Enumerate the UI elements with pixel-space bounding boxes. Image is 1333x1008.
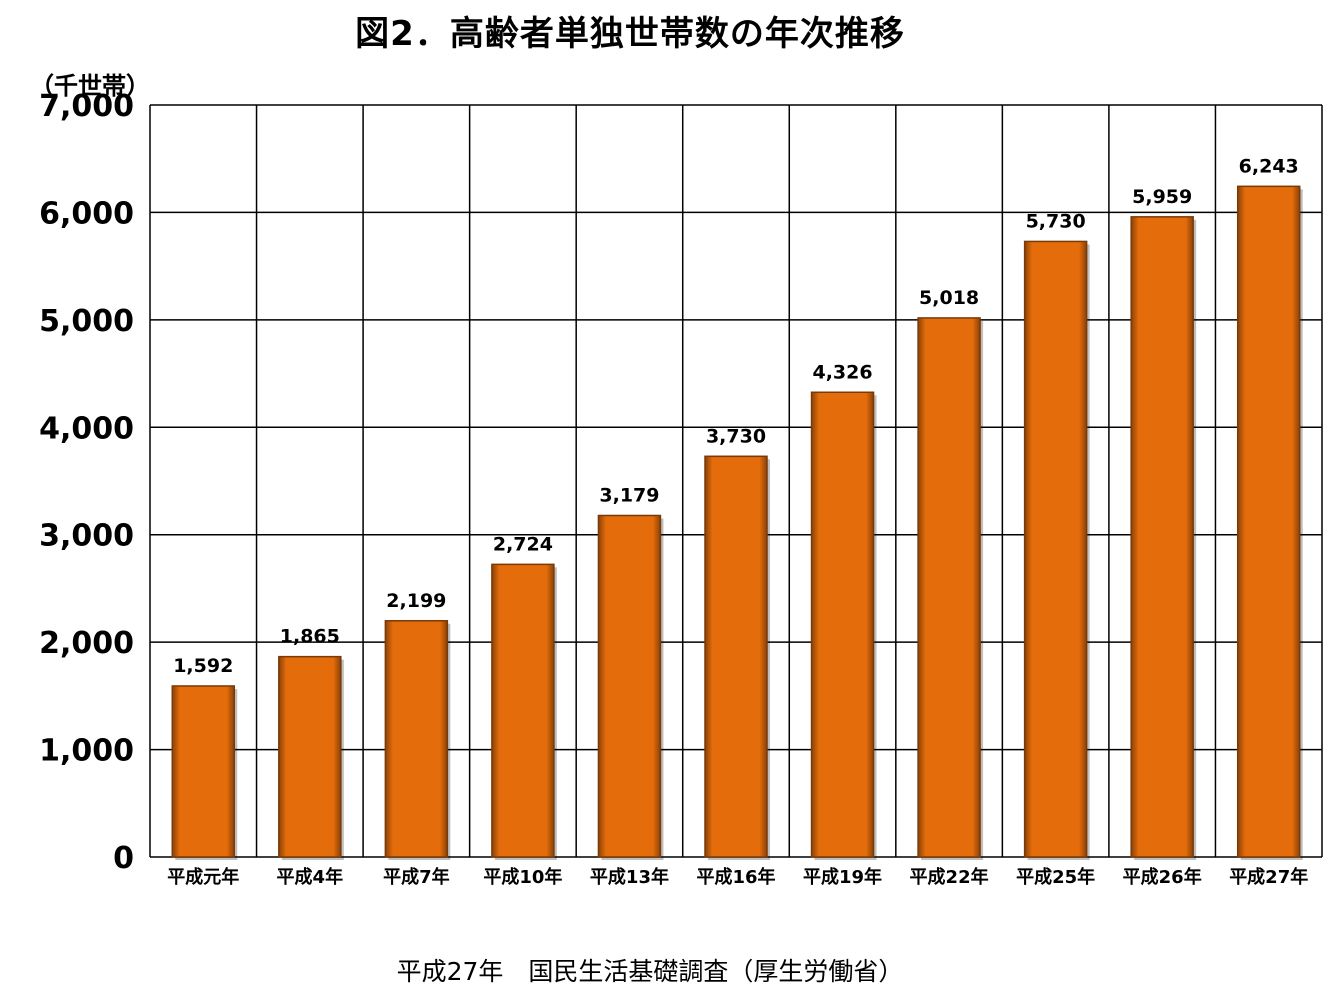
x-tick-label: 平成19年	[803, 866, 882, 888]
data-label: 5,959	[1132, 186, 1192, 208]
bars	[171, 185, 1303, 861]
bar	[171, 685, 236, 858]
y-tick-label: 0	[113, 841, 134, 876]
data-label: 2,199	[386, 590, 446, 612]
y-tick-label: 2,000	[39, 626, 134, 661]
bar	[704, 455, 768, 858]
bar	[491, 563, 555, 858]
y-tick-label: 6,000	[39, 196, 134, 231]
data-label: 5,730	[1026, 210, 1086, 232]
grid-lines	[149, 104, 1323, 858]
bar	[384, 620, 449, 858]
y-tick-label: 1,000	[39, 734, 134, 769]
x-tick-label: 平成元年	[167, 866, 239, 888]
x-tick-label: 平成26年	[1123, 866, 1202, 888]
bar	[597, 514, 662, 858]
bar	[810, 391, 875, 858]
data-label: 6,243	[1239, 155, 1299, 177]
data-label: 3,730	[706, 425, 766, 447]
source-note: 平成27年 国民生活基礎調査（厚生労働省）	[396, 957, 904, 986]
data-label: 4,326	[812, 361, 872, 383]
bar	[278, 655, 342, 858]
x-tick-label: 平成7年	[383, 866, 450, 888]
y-tick-label: 4,000	[39, 411, 134, 446]
data-label: 1,592	[173, 655, 233, 677]
y-tick-label: 5,000	[39, 304, 134, 339]
y-tick-label: 3,000	[39, 519, 134, 554]
data-label: 5,018	[919, 287, 979, 309]
data-label: 1,865	[280, 626, 340, 648]
y-axis-unit-label: （千世帯）	[30, 72, 150, 100]
x-tick-label: 平成13年	[590, 866, 669, 888]
x-tick-label: 平成4年	[277, 866, 344, 888]
bar	[1236, 185, 1301, 858]
data-label: 2,724	[493, 533, 553, 555]
x-tick-label: 平成22年	[910, 866, 989, 888]
x-tick-labels: 平成元年 平成4年 平成7年 平成10年 平成13年 平成16年 平成19年 平成22年 平成2…	[167, 866, 1308, 888]
x-tick-label: 平成16年	[696, 866, 775, 888]
bar	[917, 317, 981, 858]
data-label: 3,179	[599, 484, 659, 506]
y-tick-label: 7,000	[39, 89, 134, 124]
bar	[1023, 240, 1088, 858]
x-tick-label: 平成27年	[1229, 866, 1308, 888]
chart-title: 図2．高齢者単独世帯数の年次推移	[355, 14, 905, 54]
data-labels: 1,592 1,865 2,199 2,724 3,179 3,730 4,326 5,018…	[173, 155, 1299, 677]
y-tick-labels: 0 1,000 2,000 3,000 4,000 5,000 6,000 7,000	[39, 89, 134, 876]
bar	[1130, 216, 1194, 858]
x-tick-label: 平成25年	[1016, 866, 1095, 888]
x-tick-label: 平成10年	[483, 866, 562, 888]
